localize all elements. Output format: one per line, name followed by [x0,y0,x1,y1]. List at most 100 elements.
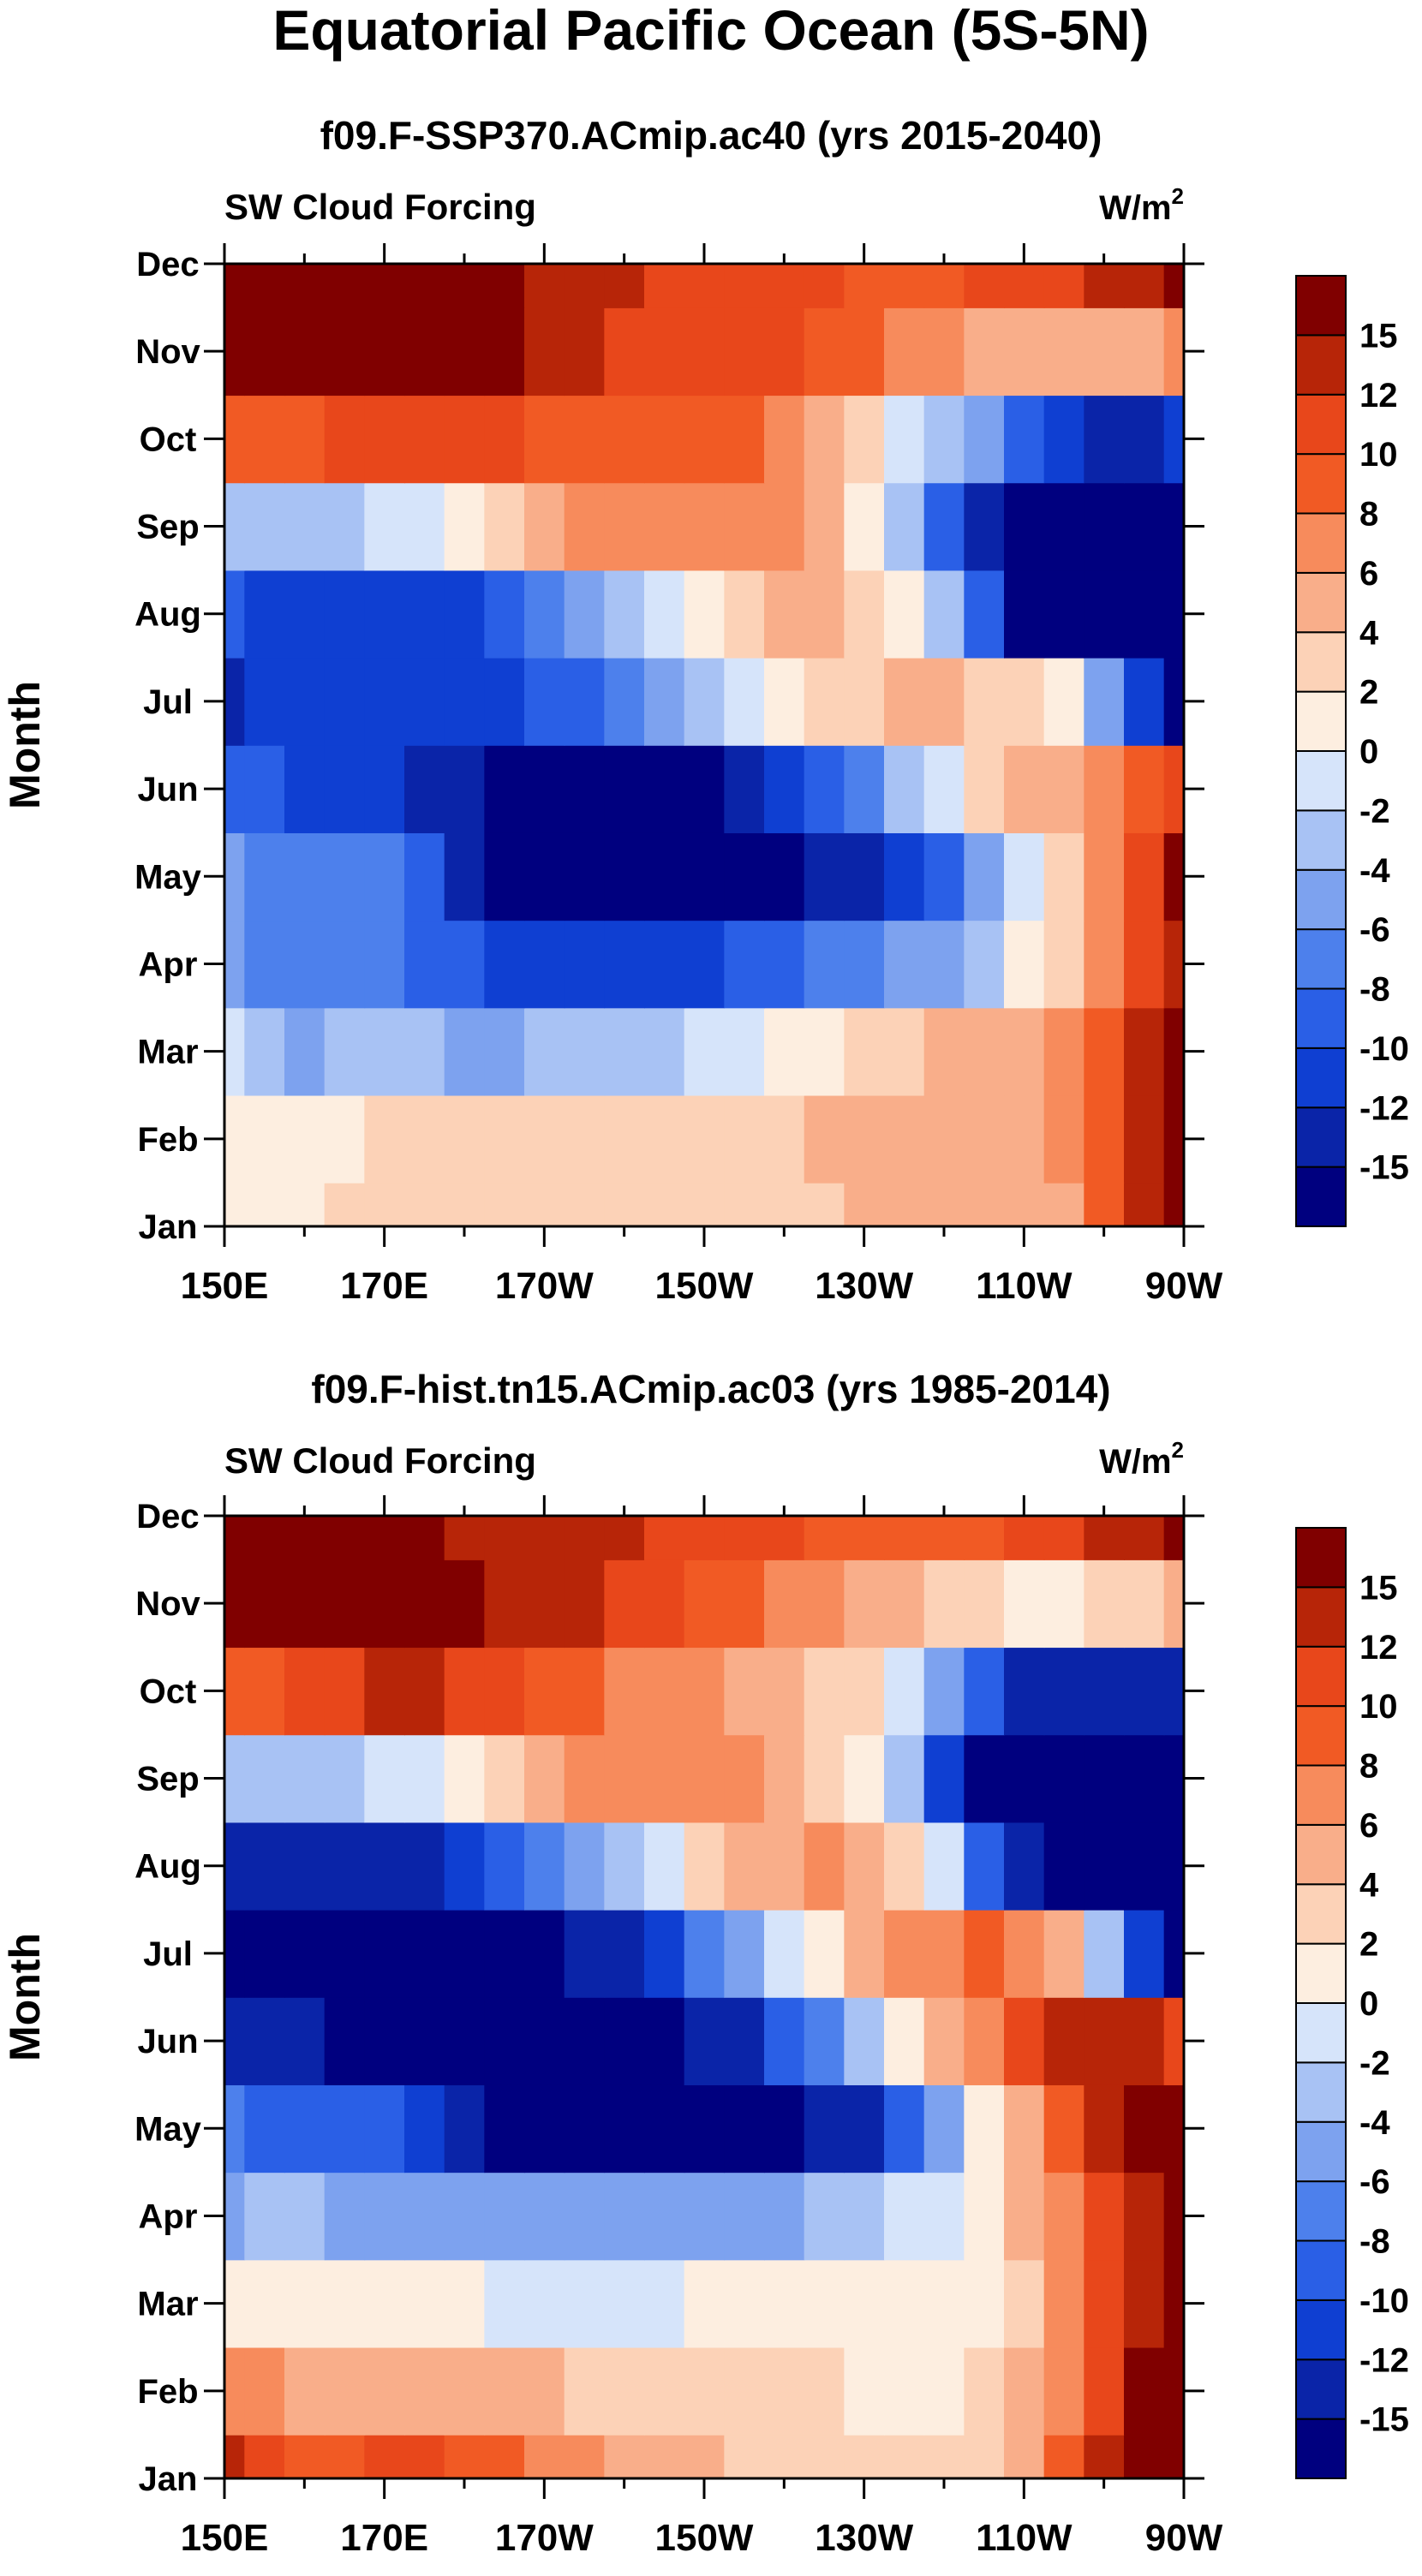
heatmap-cell [284,1997,326,2085]
heatmap-cell [284,1909,326,1998]
heatmap-cell [444,2346,486,2436]
heatmap-cell [764,264,805,308]
heatmap-cell [324,1997,366,2085]
heatmap-cell [524,569,565,659]
heatmap-cell [224,2259,246,2348]
heatmap-cell [1124,264,1165,308]
heatmap-cell [444,1182,486,1227]
colorbar-label: 12 [1359,1629,1398,1667]
heatmap-cell [564,2084,606,2174]
heatmap-cell [1163,482,1185,571]
colorbar-box [1295,868,1347,931]
heatmap-cell [524,307,565,397]
heatmap-cell [1163,832,1185,921]
heatmap-cell [444,657,486,746]
heatmap-cell [284,745,326,833]
heatmap-cell [1004,1822,1045,1911]
heatmap-cell [923,264,965,308]
heatmap-cell [444,920,486,1009]
heatmap-cell [604,2259,645,2348]
heatmap-cell [764,745,805,833]
heatmap-cell [804,569,845,659]
heatmap-cell [244,1182,285,1227]
heatmap-cell [684,2434,726,2479]
heatmap-cell [644,2346,685,2436]
heatmap-cell [284,1094,326,1184]
heatmap-cell [244,2172,285,2261]
heatmap-cell [764,1997,805,2085]
heatmap-cell [404,1997,445,2085]
heatmap-cell [844,1909,885,1998]
y-axis-title: Month [1,1933,49,2061]
heatmap-cell [964,1182,1005,1227]
heatmap-cell [884,1559,925,1649]
heatmap-cell [364,1094,405,1184]
heatmap-cell [1163,1997,1185,2085]
heatmap-cell [684,1559,726,1649]
heatmap-cell [484,1734,525,1823]
heatmap-cell [284,920,326,1009]
heatmap-cell [324,1734,366,1823]
heatmap-cell [764,1909,805,1998]
heatmap-cell [364,1559,405,1649]
heatmap-cell [524,1909,565,1998]
heatmap-cell [684,1094,726,1184]
heatmap-cell [524,1182,565,1227]
heatmap-cell [644,1909,685,1998]
heatmap-cell [1043,307,1085,397]
heatmap-cell [1163,2346,1185,2436]
heatmap-cell [1124,2084,1165,2174]
heatmap-cell [244,1734,285,1823]
heatmap-cell [1043,264,1085,308]
heatmap-cell [564,1997,606,2085]
x-tick-label: 170E [340,2517,428,2559]
heatmap-cell [964,1734,1005,1823]
heatmap-cell [284,2346,326,2436]
heatmap-cell [364,2172,405,2261]
heatmap-cell [404,832,445,921]
heatmap-cell [724,1822,765,1911]
heatmap-cell [684,307,726,397]
heatmap-cell [1084,569,1125,659]
y-tick-label: Feb [137,2373,198,2411]
colorbar-label: -6 [1359,911,1390,949]
heatmap-cell [724,1909,765,1998]
heatmap-cell [404,1822,445,1911]
colorbar-box [1295,334,1347,396]
heatmap-cell [224,1516,246,1560]
heatmap-cell [1004,2259,1045,2348]
heatmap-cell [923,832,965,921]
heatmap-cell [684,2259,726,2348]
heatmap-cell [964,307,1005,397]
heatmap-cell [444,2434,486,2479]
heatmap-cell [224,482,246,571]
heatmap-cell [564,657,606,746]
colorbar-box [1295,631,1347,693]
heatmap-cell [404,1182,445,1227]
heatmap-cell [564,569,606,659]
heatmap-cell [804,1647,845,1736]
heatmap-cell [964,1997,1005,2085]
colorbar-box [1295,1527,1347,1589]
heatmap-cell [404,657,445,746]
heatmap-cell [564,395,606,484]
heatmap-cell [324,2259,366,2348]
heatmap-cell [804,832,845,921]
heatmap-cell [1084,1182,1125,1227]
colorbar-label: 6 [1359,1807,1378,1845]
heatmap-cell [884,395,925,484]
heatmap-cell [644,307,685,397]
heatmap-cell [884,2084,925,2174]
heatmap-cell [1163,1909,1185,1998]
heatmap-cell [1084,482,1125,571]
heatmap-cell [724,1094,765,1184]
y-tick-label: Oct [140,420,197,458]
heatmap-cell [1004,482,1045,571]
heatmap-cell [1163,1516,1185,1560]
units-label: W/m2 [1099,183,1184,227]
heatmap-cell [1043,832,1085,921]
heatmap-cell [884,2172,925,2261]
heatmap-cell [224,920,246,1009]
heatmap-cell [244,2259,285,2348]
heatmap-cell [364,2084,405,2174]
